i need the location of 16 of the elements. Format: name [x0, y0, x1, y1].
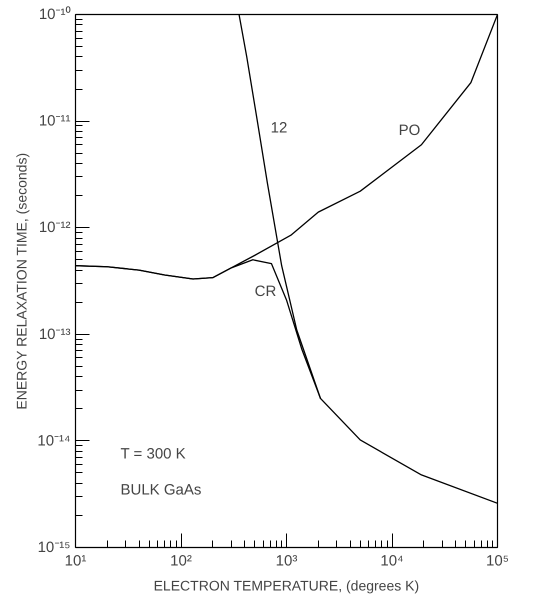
- series-label: 12: [270, 119, 288, 136]
- x-tick-label: 10⁴: [380, 552, 404, 570]
- y-tick-label: 10⁻¹⁰: [38, 6, 71, 23]
- annotation: T = 300 K: [120, 446, 186, 462]
- x-tick-label: 10²: [170, 552, 192, 570]
- y-tick-label: 10⁻¹¹: [38, 112, 71, 130]
- y-tick-label: 10⁻¹⁴: [37, 432, 70, 450]
- series-label: PO: [398, 122, 420, 140]
- y-tick-label: 10⁻¹²: [38, 219, 71, 236]
- x-tick-label: 10⁵: [486, 552, 509, 570]
- annotation: BULK GaAs: [120, 482, 202, 498]
- x-axis-title: ELECTRON TEMPERATURE, (degrees K): [154, 578, 420, 594]
- series-label: CR: [254, 283, 276, 300]
- y-axis-title: ENERGY RELAXATION TIME, (seconds): [13, 152, 30, 410]
- x-tick-label: 10³: [276, 552, 298, 570]
- y-tick-label: 10⁻¹³: [38, 326, 71, 343]
